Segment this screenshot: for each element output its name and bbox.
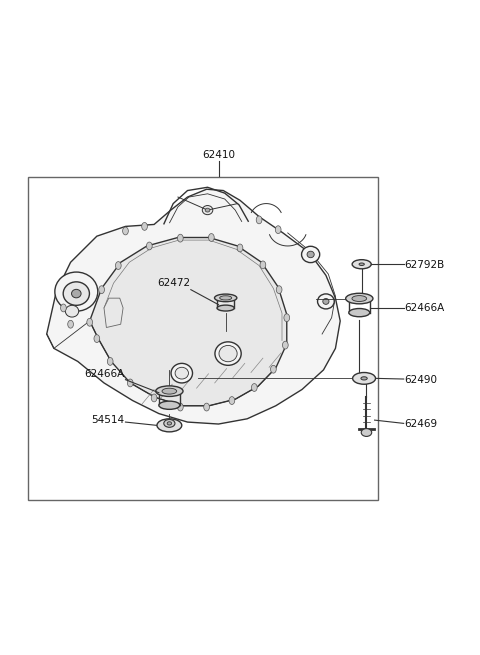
Ellipse shape	[167, 422, 171, 425]
Circle shape	[282, 341, 288, 349]
Circle shape	[116, 261, 121, 269]
Text: 62469: 62469	[405, 419, 438, 429]
Polygon shape	[90, 238, 287, 405]
Ellipse shape	[55, 272, 98, 311]
Ellipse shape	[215, 342, 241, 365]
Text: 54514: 54514	[91, 415, 124, 425]
Ellipse shape	[352, 295, 367, 301]
Ellipse shape	[361, 428, 372, 436]
Circle shape	[60, 304, 66, 312]
Circle shape	[108, 358, 113, 365]
Text: 62466A: 62466A	[84, 369, 124, 379]
Ellipse shape	[202, 206, 213, 215]
Text: 62410: 62410	[202, 150, 235, 160]
Circle shape	[271, 365, 276, 373]
Text: 62472: 62472	[157, 278, 190, 288]
Circle shape	[204, 403, 209, 411]
Circle shape	[87, 318, 93, 326]
Circle shape	[99, 286, 105, 293]
Circle shape	[229, 397, 235, 404]
Ellipse shape	[156, 386, 183, 396]
Ellipse shape	[220, 296, 232, 300]
Ellipse shape	[346, 293, 373, 304]
Circle shape	[284, 314, 289, 322]
Ellipse shape	[215, 294, 237, 302]
Ellipse shape	[72, 290, 81, 298]
Circle shape	[256, 216, 262, 224]
Text: 62792B: 62792B	[405, 260, 445, 270]
Circle shape	[68, 320, 73, 328]
Circle shape	[252, 384, 257, 392]
Ellipse shape	[349, 295, 370, 303]
Ellipse shape	[159, 387, 180, 395]
Ellipse shape	[164, 419, 175, 427]
Circle shape	[276, 226, 281, 234]
Ellipse shape	[359, 263, 364, 265]
Bar	[28, 178, 378, 500]
Ellipse shape	[318, 294, 334, 309]
Circle shape	[237, 244, 243, 252]
Ellipse shape	[307, 251, 314, 257]
Ellipse shape	[65, 305, 79, 317]
Ellipse shape	[205, 208, 210, 212]
Ellipse shape	[217, 305, 234, 311]
Circle shape	[122, 227, 128, 235]
Circle shape	[94, 335, 100, 343]
Circle shape	[151, 394, 157, 402]
Circle shape	[276, 286, 282, 293]
Circle shape	[146, 242, 152, 250]
Ellipse shape	[63, 282, 89, 305]
Circle shape	[178, 234, 183, 242]
Circle shape	[127, 379, 133, 387]
Polygon shape	[104, 298, 123, 328]
Ellipse shape	[352, 259, 371, 269]
Ellipse shape	[219, 345, 237, 362]
Circle shape	[208, 234, 214, 242]
Ellipse shape	[159, 401, 180, 409]
Ellipse shape	[301, 246, 320, 263]
Text: 62490: 62490	[405, 375, 438, 384]
Ellipse shape	[323, 299, 329, 305]
Circle shape	[260, 261, 266, 269]
Ellipse shape	[349, 309, 370, 317]
Text: 62466A: 62466A	[405, 303, 445, 313]
Circle shape	[142, 223, 147, 231]
Ellipse shape	[162, 388, 177, 394]
Ellipse shape	[171, 364, 192, 383]
Ellipse shape	[175, 367, 189, 379]
Ellipse shape	[353, 373, 375, 384]
Ellipse shape	[157, 419, 182, 432]
Polygon shape	[47, 189, 340, 424]
Circle shape	[178, 403, 183, 411]
Ellipse shape	[361, 377, 367, 380]
Ellipse shape	[217, 295, 234, 301]
